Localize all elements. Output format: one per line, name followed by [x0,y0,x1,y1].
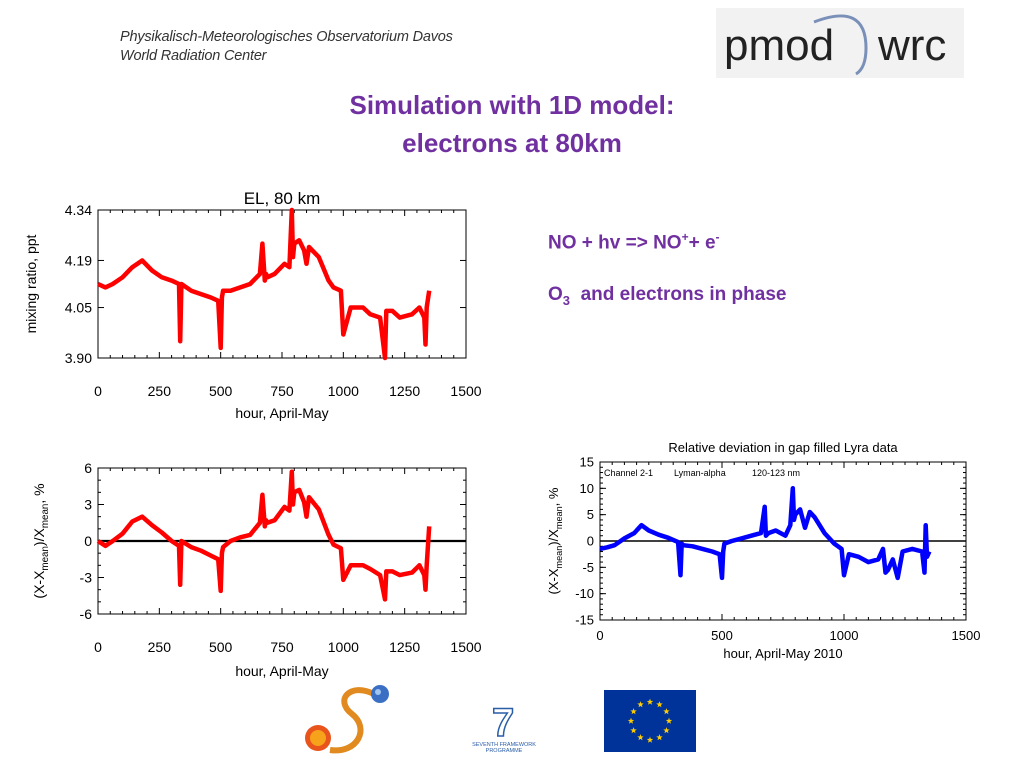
x-tick-label: 250 [148,639,172,655]
y-tick-label: 0 [587,534,594,549]
institute-line-2: World Radiation Center [120,48,267,64]
chart-lyra-deviation: 0 500 1000 1500 -15 -10 -5 0 5 10 15 Relative devia… [546,440,981,661]
logo-swoosh [813,14,868,76]
eu-star-icon [665,717,673,724]
x-tick-label: 1250 [389,639,420,655]
x-axis-label: hour, April-May 2010 [723,646,842,661]
legend-text: Lyman-alpha [674,468,726,478]
y-tick-label: 3.90 [65,350,92,366]
phase-rest: and electrons in phase [570,284,787,305]
series-line [96,469,432,602]
solar-s-logo [305,685,389,754]
eu-star-icon [663,708,670,715]
x-tick-label: 500 [209,383,233,399]
y-tick-label: -6 [80,606,93,622]
y-axis-label: (X-Xmean)/Xmean, % [546,487,564,594]
y-tick-label: -5 [582,560,594,575]
phase-text: O3 and electrons in phase [548,284,786,308]
eu-star-icon [646,698,654,705]
eu-star-icon [627,717,635,724]
series-line [97,207,432,361]
slide-title-line-1: Simulation with 1D model: [349,90,675,120]
y-axis-label: (X-Xmean)/Xmean, % [31,483,51,598]
fp7-mark: 7 [492,701,514,745]
eu-star-icon [630,727,637,734]
chart-title: EL, 80 km [244,189,321,208]
solar-s-curve [329,687,376,754]
logo-text-pmod: pmod [724,21,834,70]
slide-title: Simulation with 1D model: electrons at 8… [0,86,1024,162]
x-tick-label: 500 [209,639,233,655]
fp7-logo: 7 SEVENTH FRAMEWORK PROGRAMME [472,700,536,754]
x-tick-label: 1000 [328,383,359,399]
eu-star-icon [656,734,663,741]
institute-line-1: Physikalisch-Meteorologisches Observator… [120,29,453,45]
x-tick-label: 750 [270,383,294,399]
pmod-wrc-logo: pmod wrc [716,8,964,78]
y-tick-label: 4.05 [65,299,92,315]
x-tick-label: 1500 [952,628,981,643]
series-line [599,486,932,581]
x-tick-label: 0 [94,383,102,399]
reaction-text: NO + hv => NO++ e- [548,230,720,254]
fp7-label-line-1: SEVENTH FRAMEWORK [472,742,536,748]
legend-text: 120-123 nm [752,468,800,478]
y-tick-label: 0 [84,533,92,549]
reaction-superscript-plus: + [681,230,689,244]
x-tick-label: 1250 [389,383,420,399]
x-tick-label: 1500 [450,383,481,399]
chart-model-deviation: 0 250 500 750 1000 1250 1500 -6 -3 0 3 6 hour, April… [31,460,482,679]
y-axis-label: mixing ratio, ppt [23,234,39,333]
x-tick-label: 250 [148,383,172,399]
slide-title-line-2: electrons at 80km [402,128,622,158]
legend-text: Channel 2-1 [604,468,653,478]
y-tick-label: 10 [580,481,594,496]
reaction-prefix: NO + hv => NO [548,232,682,254]
x-tick-label: 500 [711,628,733,643]
chart-title: Relative deviation in gap filled Lyra da… [668,440,898,455]
institute-name: Physikalisch-Meteorologisches Observator… [120,28,453,66]
chart-el-80km: 0 250 500 750 1000 1250 1500 3.90 4.05 4.19 4.34 EL… [23,189,482,421]
fp7-label-line-2: PROGRAMME [486,748,523,754]
eu-star-icon [637,734,644,741]
x-axis-label: hour, April-May [235,405,328,421]
y-tick-label: 4.34 [65,202,92,218]
y-tick-label: -10 [575,586,594,601]
y-tick-label: 3 [84,496,92,512]
x-tick-label: 0 [94,639,102,655]
logo-text-wrc: wrc [877,21,946,70]
eu-star-icon [656,701,663,708]
phase-ozone: O [548,284,563,305]
reaction-superscript-minus: - [715,230,720,244]
x-tick-label: 1500 [450,639,481,655]
y-tick-label: -3 [80,569,93,585]
x-tick-label: 0 [596,628,603,643]
eu-star-icon [630,708,637,715]
phase-subscript: 3 [562,292,571,308]
y-tick-label: 4.19 [65,252,92,268]
eu-star-icon [646,736,654,743]
eu-flag [604,690,696,752]
plot-frame [97,209,467,359]
x-axis-label: hour, April-May [235,663,328,679]
y-tick-label: -15 [575,613,594,628]
eu-star-icon [663,727,670,734]
x-tick-label: 1000 [328,639,359,655]
y-tick-label: 15 [580,455,594,470]
y-tick-label: 5 [587,507,594,522]
x-tick-label: 1000 [830,628,859,643]
eu-star-icon [637,701,644,708]
x-tick-label: 750 [270,639,294,655]
reaction-electron: + e [688,232,716,254]
y-tick-label: 6 [84,460,92,476]
